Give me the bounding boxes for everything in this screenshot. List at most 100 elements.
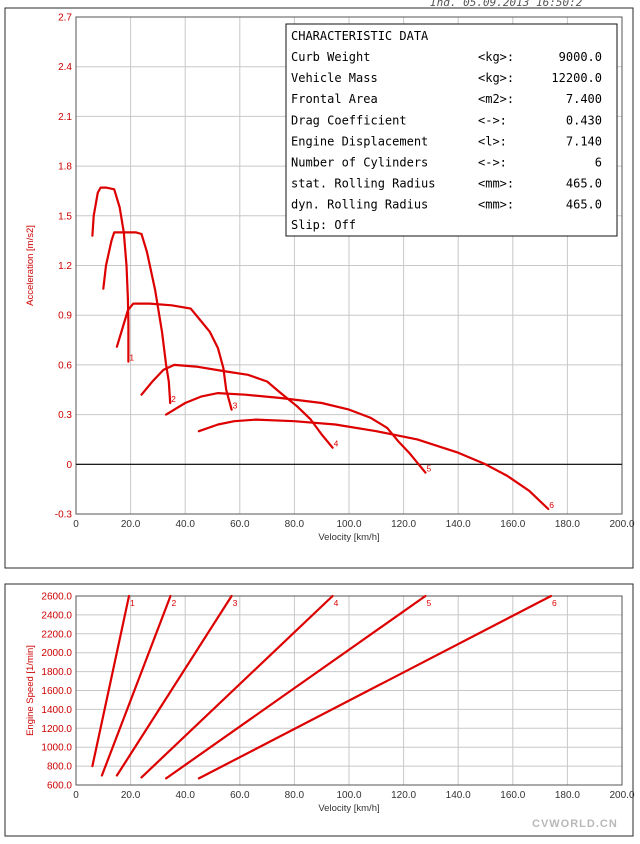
info-row-label: Engine Displacement bbox=[291, 134, 428, 148]
y-tick-label: 1400.0 bbox=[41, 705, 72, 716]
info-row-unit: <l>: bbox=[478, 134, 507, 148]
x-tick-label: 0 bbox=[73, 519, 79, 530]
x-tick-label: 20.0 bbox=[121, 519, 141, 530]
info-row-unit: <->: bbox=[478, 113, 507, 127]
info-row-unit: <mm>: bbox=[478, 198, 514, 212]
x-tick-label: 20.0 bbox=[121, 790, 141, 801]
x-tick-label: 60.0 bbox=[230, 519, 250, 530]
info-row-value: 12200.0 bbox=[551, 71, 602, 85]
info-row-label: Curb Weight bbox=[291, 50, 370, 64]
info-row-value: 6 bbox=[595, 156, 602, 170]
x-axis-label: Velocity [km/h] bbox=[318, 532, 379, 543]
series-label-gear-6: 6 bbox=[552, 598, 557, 608]
info-row-value: 9000.0 bbox=[559, 50, 602, 64]
series-line-gear-2 bbox=[100, 594, 172, 777]
series-line-gear-6 bbox=[197, 594, 553, 780]
y-tick-label: 1.5 bbox=[58, 211, 72, 222]
info-box-frame bbox=[285, 23, 618, 237]
info-row-value: 7.400 bbox=[566, 92, 602, 106]
info-row-label: stat. Rolling Radius bbox=[291, 177, 436, 191]
plot-area-frame bbox=[75, 595, 623, 786]
y-tick-label: 2.1 bbox=[58, 112, 72, 123]
plot-area-frame bbox=[75, 16, 623, 515]
series-label-gear-3: 3 bbox=[233, 401, 238, 411]
series-line-gear-1 bbox=[91, 594, 131, 768]
header-timestamp: Ind. 05.09.2013 16:50:2 bbox=[430, 0, 583, 9]
y-tick-label: 2.4 bbox=[58, 62, 72, 73]
x-tick-label: 60.0 bbox=[230, 790, 250, 801]
info-row-unit: <mm>: bbox=[478, 177, 514, 191]
characteristic-data-box: CHARACTERISTIC DATA Curb Weight <kg>: 9000… bbox=[285, 23, 618, 237]
series-line-gear-3 bbox=[115, 302, 233, 411]
y-tick-label: 1.8 bbox=[58, 162, 72, 173]
x-tick-label: 40.0 bbox=[175, 519, 195, 530]
series-label-gear-2: 2 bbox=[171, 598, 176, 608]
y-tick-label: 1800.0 bbox=[41, 667, 72, 678]
y-tick-label: 1000.0 bbox=[41, 743, 72, 754]
info-row-unit: <kg>: bbox=[478, 71, 514, 85]
x-tick-label: 140.0 bbox=[446, 519, 471, 530]
y-tick-label: 1600.0 bbox=[41, 686, 72, 697]
x-tick-label: 160.0 bbox=[500, 519, 525, 530]
info-box-rows: Curb Weight <kg>: 9000.0 Vehicle Mass <kg>: 1… bbox=[291, 50, 602, 212]
info-row-value: 465.0 bbox=[566, 177, 602, 191]
series-label-gear-5: 5 bbox=[426, 598, 431, 608]
series-label-gear-1: 1 bbox=[129, 353, 134, 363]
y-tick-label: 0.3 bbox=[58, 410, 72, 421]
series-line-gear-1 bbox=[91, 186, 130, 363]
x-tick-label: 100.0 bbox=[336, 790, 361, 801]
info-row-value: 0.430 bbox=[566, 113, 602, 127]
series-line-gear-4 bbox=[140, 363, 334, 449]
x-tick-label: 160.0 bbox=[500, 790, 525, 801]
series-label-gear-2: 2 bbox=[171, 394, 176, 404]
x-tick-label: 100.0 bbox=[336, 519, 361, 530]
series-label-gear-5: 5 bbox=[426, 464, 431, 474]
y-tick-label: 800.0 bbox=[47, 762, 72, 773]
y-tick-label: -0.3 bbox=[55, 510, 73, 521]
x-tick-label: 0 bbox=[73, 790, 79, 801]
series-label-gear-4: 4 bbox=[334, 439, 339, 449]
info-row-value: 465.0 bbox=[566, 198, 602, 212]
series-label-gear-4: 4 bbox=[334, 598, 339, 608]
x-tick-label: 120.0 bbox=[391, 519, 416, 530]
y-tick-label: 2400.0 bbox=[41, 610, 72, 621]
x-axis-label: Velocity [km/h] bbox=[318, 803, 379, 814]
x-tick-label: 200.0 bbox=[609, 790, 634, 801]
x-tick-label: 80.0 bbox=[285, 790, 305, 801]
y-tick-label: 0.9 bbox=[58, 311, 72, 322]
info-row-value: 7.140 bbox=[566, 134, 602, 148]
series-line-gear-6 bbox=[197, 418, 550, 511]
x-tick-label: 180.0 bbox=[555, 519, 580, 530]
x-tick-label: 40.0 bbox=[175, 790, 195, 801]
series-line-gear-5 bbox=[165, 594, 427, 780]
series-label-gear-6: 6 bbox=[549, 500, 554, 510]
info-box-title: CHARACTERISTIC DATA bbox=[291, 29, 429, 43]
series-line-gear-3 bbox=[115, 594, 233, 777]
series-line-gear-2 bbox=[102, 231, 172, 405]
engine-speed-plot: 0 20.0 40.0 60.0 80.0 100.0 120.0 140.0 160.0 180… bbox=[25, 592, 635, 815]
info-row-label: Vehicle Mass bbox=[291, 71, 378, 85]
y-tick-label: 0 bbox=[66, 460, 72, 471]
y-tick-label: 2200.0 bbox=[41, 629, 72, 640]
series-line-gear-5 bbox=[165, 392, 427, 474]
x-tick-label: 180.0 bbox=[555, 790, 580, 801]
y-tick-label: 600.0 bbox=[47, 781, 72, 792]
y-tick-label: 1200.0 bbox=[41, 724, 72, 735]
info-row-label: Number of Cylinders bbox=[291, 156, 428, 170]
info-row-label: dyn. Rolling Radius bbox=[291, 198, 428, 212]
engine-speed-panel bbox=[4, 583, 634, 837]
series-line-gear-4 bbox=[140, 594, 334, 779]
watermark-text: CVWORLD.CN bbox=[532, 818, 618, 830]
y-tick-label: 1.2 bbox=[58, 261, 72, 272]
series-label-gear-3: 3 bbox=[233, 598, 238, 608]
info-row-unit: <kg>: bbox=[478, 50, 514, 64]
acceleration-plot: 0 20.0 40.0 60.0 80.0 100.0 120.0 140.0 160.0 180… bbox=[25, 13, 635, 544]
y-tick-label: 2000.0 bbox=[41, 648, 72, 659]
info-row-label: Drag Coefficient bbox=[291, 113, 407, 127]
x-tick-label: 200.0 bbox=[609, 519, 634, 530]
info-box-footer: Slip: Off bbox=[291, 218, 356, 232]
y-tick-label: 2600.0 bbox=[41, 592, 72, 603]
y-tick-label: 0.6 bbox=[58, 360, 72, 371]
info-row-unit: <m2>: bbox=[478, 92, 514, 106]
